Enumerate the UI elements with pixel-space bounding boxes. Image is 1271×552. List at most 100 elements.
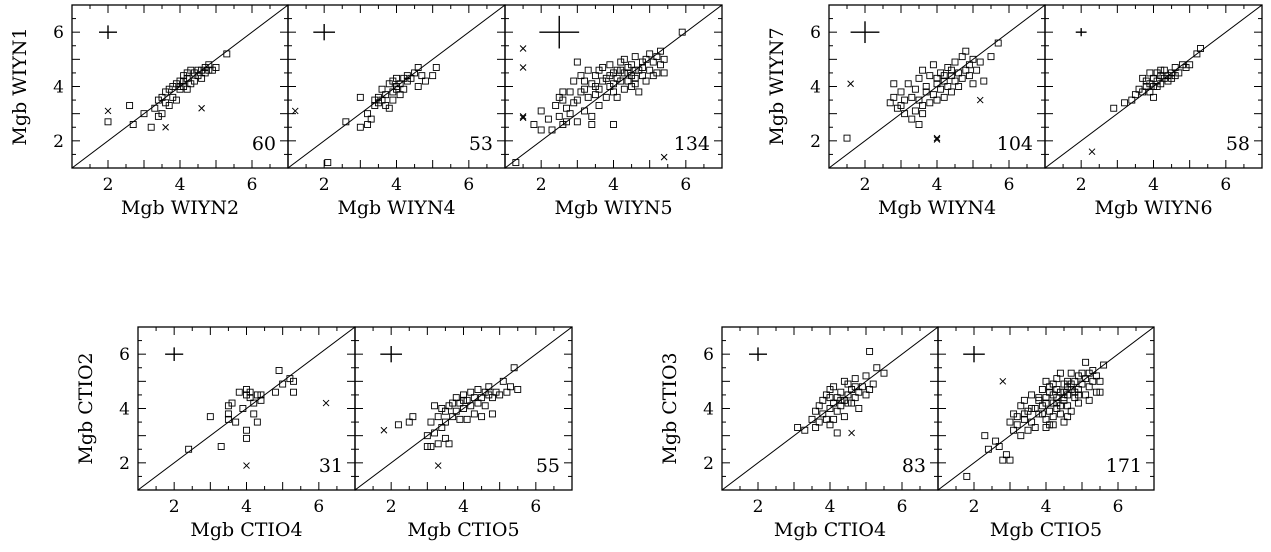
panel-wiyn1-vs-wiyn4: 2 4 6 Mgb WIYN4 53 (287, 4, 506, 219)
rejected-point (243, 462, 250, 469)
x-tick-label: 6 (1113, 497, 1124, 517)
data-point (1006, 456, 1014, 464)
plot-area (829, 5, 1045, 168)
x-axis-label: Mgb CTIO5 (407, 519, 519, 541)
rejected-point-stroke (933, 136, 941, 143)
data-point (987, 53, 995, 61)
data-point (474, 399, 482, 407)
data-point (919, 102, 927, 109)
data-point (947, 72, 955, 80)
plot-area (138, 327, 355, 490)
data-point (657, 47, 664, 55)
data-point (239, 405, 247, 412)
data-point (1193, 50, 1201, 58)
error-bar (313, 24, 336, 41)
data-point (940, 77, 948, 85)
data-point (933, 80, 941, 88)
data-point (1053, 375, 1061, 383)
data-point (445, 440, 453, 448)
data-point (862, 372, 870, 380)
data-point (563, 104, 570, 112)
data-point (530, 121, 538, 128)
data-point (205, 66, 213, 74)
data-point (851, 394, 859, 402)
data-point (364, 110, 372, 118)
rejected-point-stroke (933, 134, 941, 142)
data-point (235, 388, 243, 396)
data-point (801, 426, 809, 434)
data-point (937, 85, 945, 93)
rejected-point (519, 114, 527, 122)
data-point (581, 107, 589, 115)
data-point (563, 118, 570, 126)
data-point (933, 96, 941, 104)
rejected-point (322, 399, 330, 407)
data-point (844, 399, 852, 407)
data-point (496, 391, 504, 399)
data-point (566, 88, 574, 96)
data-point (911, 107, 919, 115)
data-point (559, 88, 567, 96)
data-point (976, 58, 984, 66)
data-point (1031, 405, 1039, 412)
data-point (394, 421, 402, 429)
data-point (1157, 66, 1165, 74)
data-point (460, 405, 467, 412)
x-tick-label: 4 (1148, 175, 1159, 195)
data-point (837, 396, 845, 404)
data-point (958, 74, 966, 82)
data-point (485, 383, 493, 391)
y-axis-label: Mgb WIYN1 (9, 27, 31, 145)
data-point (257, 396, 265, 404)
data-point (858, 383, 866, 391)
data-point (1031, 424, 1039, 431)
x-tick-label: 2 (1076, 175, 1087, 195)
data-point (499, 377, 507, 385)
error-bar (380, 346, 403, 363)
y-axis-label: Mgb CTIO3 (659, 352, 681, 464)
data-point (830, 399, 838, 407)
x-tick-label: 2 (169, 497, 180, 517)
data-point (217, 443, 225, 450)
data-point (1013, 413, 1021, 421)
data-point (631, 74, 639, 82)
ticks (288, 5, 505, 168)
data-point (1056, 410, 1064, 418)
panel-wiyn7-vs-wiyn4: 2 4 6 2 4 6 Mgb WIYN7 Mgb WIYN4 104 (766, 4, 1046, 219)
data-point (638, 64, 646, 71)
data-point (922, 88, 930, 96)
data-point (176, 77, 184, 85)
rejected-point-stroke (519, 64, 527, 71)
data-point (628, 61, 636, 69)
x-tick-label: 2 (386, 497, 397, 517)
data-point (843, 134, 851, 142)
rejected-point (660, 153, 668, 161)
data-point (253, 391, 261, 399)
data-point (418, 72, 426, 80)
count-label: 58 (1226, 133, 1250, 155)
data-point (463, 415, 471, 423)
data-point (660, 69, 668, 77)
data-point (290, 388, 297, 396)
data-point (833, 407, 841, 415)
data-point (890, 93, 898, 101)
data-point (1160, 66, 1168, 74)
data-point (613, 74, 621, 82)
data-point (250, 410, 258, 418)
data-point (253, 418, 261, 426)
rejected-point-stroke (848, 429, 855, 437)
data-point (1002, 451, 1010, 459)
data-point (452, 394, 460, 402)
data-point (512, 159, 520, 167)
data-point (963, 472, 971, 480)
data-point (409, 413, 417, 421)
rejected-point (1088, 148, 1096, 156)
data-point (1053, 399, 1061, 407)
x-axis-label: Mgb WIYN2 (121, 197, 239, 219)
rejected-point-stroke (847, 80, 854, 88)
data-point (613, 66, 621, 74)
data-point (1028, 405, 1036, 412)
data-point (1024, 426, 1032, 434)
data-point (449, 399, 457, 407)
panel-ctio2-vs-ctio5: 2 4 6 Mgb CTIO5 55 (354, 326, 573, 541)
